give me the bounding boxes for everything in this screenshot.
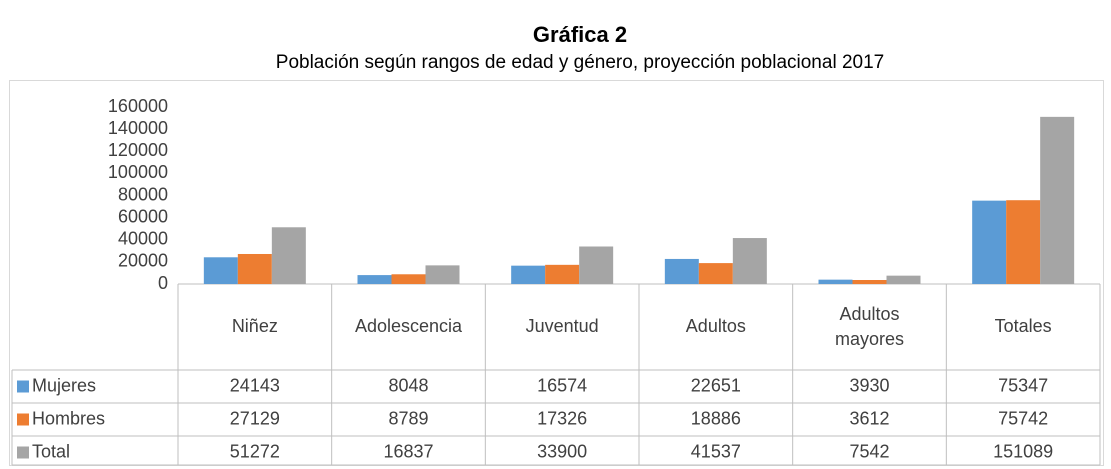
bar: [545, 264, 580, 284]
legend-label: Hombres: [32, 408, 105, 428]
bar: [357, 275, 392, 284]
y-tick-label: 40000: [118, 229, 168, 249]
legend-swatch: [17, 380, 29, 393]
y-tick-label: 100000: [108, 162, 168, 182]
table-value: 151089: [993, 441, 1053, 461]
table-value: 17326: [537, 408, 587, 428]
table-value: 3930: [849, 375, 889, 395]
bar: [818, 279, 853, 284]
table-value: 41537: [691, 441, 741, 461]
bar: [271, 227, 306, 284]
chart-title: Gráfica 2: [533, 22, 627, 47]
bar: [852, 280, 887, 284]
table-value: 75347: [998, 375, 1048, 395]
legend-label: Mujeres: [32, 375, 96, 395]
x-tick-label: Totales: [994, 316, 1052, 337]
y-tick-label: 140000: [108, 118, 168, 138]
table-value: 22651: [691, 375, 741, 395]
bar: [511, 265, 546, 284]
x-tick-label: Adultos mayores: [834, 303, 904, 349]
table-value: 16837: [383, 441, 433, 461]
bar: [698, 263, 733, 284]
table-value: 33900: [537, 441, 587, 461]
table-value: 8048: [388, 375, 428, 395]
bar: [203, 257, 238, 284]
bar: [732, 238, 767, 284]
table-value: 7542: [849, 441, 889, 461]
y-tick-label: 60000: [118, 206, 168, 226]
bar: [664, 258, 699, 284]
y-tick-label: 80000: [118, 184, 168, 204]
x-category-cell: Totales: [994, 316, 1052, 337]
bar: [886, 275, 921, 284]
bar: [972, 200, 1007, 284]
table-value: 24143: [230, 375, 280, 395]
x-category-cell: Adultos: [685, 316, 746, 337]
table-value: 18886: [691, 408, 741, 428]
x-tick-label: Juventud: [525, 316, 599, 337]
table-value: 27129: [230, 408, 280, 428]
bar: [1040, 116, 1075, 285]
legend-swatch: [17, 413, 29, 426]
x-category-cell: Niñez: [231, 316, 278, 337]
y-tick-label: 20000: [118, 251, 168, 271]
y-tick-label: 120000: [108, 140, 168, 160]
x-tick-label: Adultos: [685, 316, 746, 337]
table-value: 8789: [388, 408, 428, 428]
bar: [1006, 200, 1041, 284]
table-value: 3612: [849, 408, 889, 428]
bar: [425, 265, 460, 284]
bar: [237, 253, 272, 284]
x-tick-label: Niñez: [231, 316, 278, 337]
table-value: 51272: [230, 441, 280, 461]
x-category-cell: Juventud: [525, 316, 599, 337]
bar: [391, 274, 426, 284]
legend-label: Total: [32, 441, 70, 461]
chart-subtitle: Población según rangos de edad y género,…: [276, 52, 884, 73]
y-tick-label: 0: [158, 273, 168, 293]
bar: [579, 246, 614, 284]
table-value: 16574: [537, 375, 587, 395]
y-tick-label: 160000: [108, 96, 168, 116]
table-value: 75742: [998, 408, 1048, 428]
x-tick-label: Adolescencia: [354, 316, 463, 337]
x-category-cell: Adolescencia: [354, 316, 463, 337]
legend-swatch: [17, 446, 29, 459]
x-category-cell: Adultos mayores: [834, 303, 904, 349]
